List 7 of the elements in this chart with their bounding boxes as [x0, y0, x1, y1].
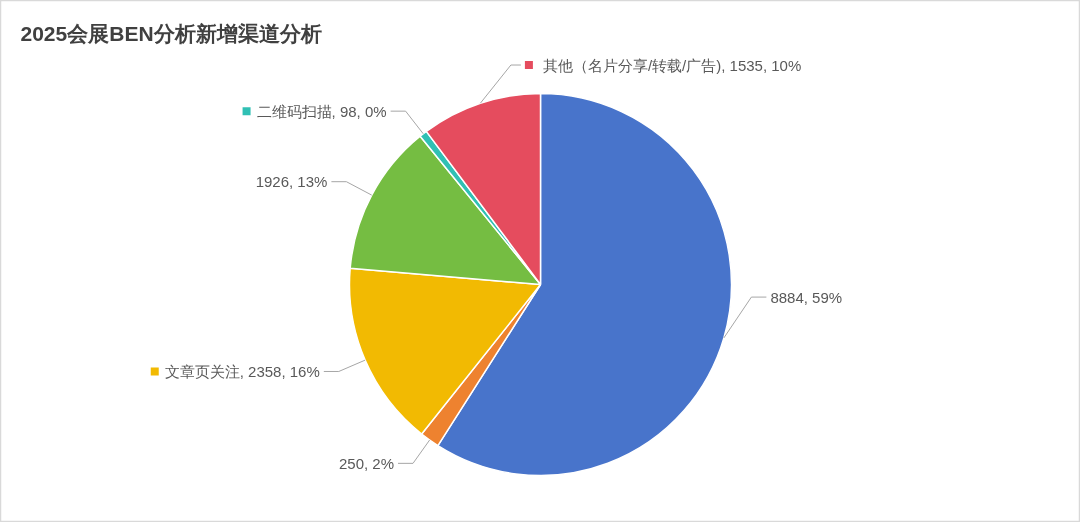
data-label: 1926, 13% — [255, 173, 328, 191]
data-label: 8884, 59% — [770, 288, 843, 306]
legend-label: 文章页关注, 2358, 16% — [164, 362, 320, 380]
legend-label: 二维码扫描, 98, 0% — [256, 102, 387, 120]
chart-title: 2025会展BEN分析新增渠道分析 — [20, 22, 322, 45]
data-label: 250, 2% — [338, 454, 395, 472]
legend-label: 其他（名片分享/转载/广告), 1535, 10% — [542, 56, 802, 74]
